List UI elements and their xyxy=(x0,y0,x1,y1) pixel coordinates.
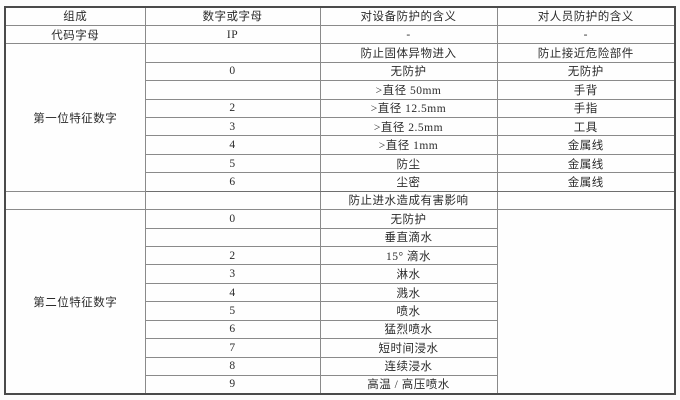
cell-equipment: 短时间浸水 xyxy=(319,338,498,358)
code-letter-value: IP xyxy=(144,24,321,45)
table-row: 6 尘密 金属线 xyxy=(5,172,676,192)
empty-cell xyxy=(496,190,676,211)
cell-equipment: 15° 滴水 xyxy=(319,245,498,266)
cell-num: 6 xyxy=(144,319,321,340)
cell-equipment: 防尘 xyxy=(319,153,498,174)
cell-equipment: 连续浸水 xyxy=(319,356,498,376)
cell-num: 4 xyxy=(144,135,321,155)
cell-num: 5 xyxy=(144,301,321,321)
section2-intro-equipment: 防止进水造成有害影响 xyxy=(319,190,498,211)
cell-equipment: 尘密 xyxy=(319,172,498,192)
cell-num: 7 xyxy=(144,338,321,358)
cell-equipment: >直径 2.5mm xyxy=(319,117,498,137)
section2-label: 第二位特征数字 xyxy=(4,209,146,395)
cell-equipment: 喷水 xyxy=(319,301,498,321)
table-row: 4 >直径 1mm 金属线 xyxy=(5,135,676,155)
cell-person: 无防护 xyxy=(496,61,676,82)
cell-num: 9 xyxy=(144,374,321,395)
cell-num: 2 xyxy=(144,245,321,266)
empty-cell xyxy=(144,43,321,63)
cell-person: 金属线 xyxy=(496,135,676,155)
cell-equipment: >直径 50mm xyxy=(319,80,498,100)
table-row: 5 防尘 金属线 xyxy=(5,153,676,174)
cell-num: 0 xyxy=(144,209,321,229)
table-row: 7 短时间浸水 xyxy=(5,338,675,358)
col-header-personnel-protection: 对人员防护的含义 xyxy=(496,6,676,26)
cell-person: 手指 xyxy=(496,98,676,119)
cell-num: 6 xyxy=(144,172,321,192)
cell-num xyxy=(144,227,321,247)
cell-num: 3 xyxy=(144,264,321,284)
table-row: 3 >直径 2.5mm 工具 xyxy=(5,117,676,137)
section1-label: 第一位特征数字 xyxy=(4,43,146,192)
code-letter-label: 代码字母 xyxy=(4,24,146,45)
table-header-row: 组成 数字或字母 对设备防护的含义 对人员防护的含义 xyxy=(4,6,676,26)
table-row: 第二位特征数字 0 无防护 xyxy=(4,209,676,395)
ip-code-table: 组成 数字或字母 对设备防护的含义 对人员防护的含义 代码字母 IP - - 第… xyxy=(4,6,676,395)
cell-num: 0 xyxy=(144,61,321,82)
cell-num: 2 xyxy=(144,98,321,119)
table-row: 4 溅水 xyxy=(5,282,675,303)
cell-equipment: 无防护 xyxy=(319,209,498,229)
section1-intro-person: 防止接近危险部件 xyxy=(496,43,676,63)
cell-person: 金属线 xyxy=(496,172,676,192)
cell-person: - xyxy=(496,24,676,45)
cell-num xyxy=(144,80,321,100)
col-header-number-or-letter: 数字或字母 xyxy=(144,6,321,26)
table-row: 2 15° 滴水 xyxy=(5,245,675,266)
table-row: 5 喷水 xyxy=(5,301,675,321)
col-header-equipment-protection: 对设备防护的含义 xyxy=(319,6,498,26)
cell-num: 5 xyxy=(144,153,321,174)
cell-num: 3 xyxy=(144,117,321,137)
cell-equipment: - xyxy=(319,24,498,45)
table-row: 6 猛烈喷水 xyxy=(5,319,675,340)
empty-cell xyxy=(4,190,146,211)
cell-num: 8 xyxy=(144,356,321,376)
cell-person: 手背 xyxy=(496,80,676,100)
table-row: 0 无防护 无防护 xyxy=(5,61,676,82)
empty-person-column-cell xyxy=(496,209,676,395)
cell-equipment: >直径 1mm xyxy=(319,135,498,155)
cell-equipment: 垂直滴水 xyxy=(319,227,498,247)
cell-equipment: 无防护 xyxy=(319,61,498,82)
table-row: 8 连续浸水 xyxy=(5,356,675,376)
cell-num: 4 xyxy=(144,282,321,303)
table-row: 2 >直径 12.5mm 手指 xyxy=(5,98,676,119)
table-row: 代码字母 IP - - xyxy=(4,24,676,45)
cell-equipment: >直径 12.5mm xyxy=(319,98,498,119)
empty-cell xyxy=(144,190,321,211)
cell-equipment: 猛烈喷水 xyxy=(319,319,498,340)
table-row: 第一位特征数字 防止固体异物进入 防止接近危险部件 xyxy=(4,43,676,192)
cell-person: 工具 xyxy=(496,117,676,137)
cell-person: 金属线 xyxy=(496,153,676,174)
col-header-composition: 组成 xyxy=(4,6,146,26)
table-row: 防止进水造成有害影响 xyxy=(4,190,676,211)
cell-equipment: 淋水 xyxy=(319,264,498,284)
cell-equipment: 高温 / 高压喷水 xyxy=(319,374,498,395)
table-row: 9 高温 / 高压喷水 xyxy=(5,374,675,395)
section1-intro-equipment: 防止固体异物进入 xyxy=(319,43,498,63)
cell-equipment: 溅水 xyxy=(319,282,498,303)
